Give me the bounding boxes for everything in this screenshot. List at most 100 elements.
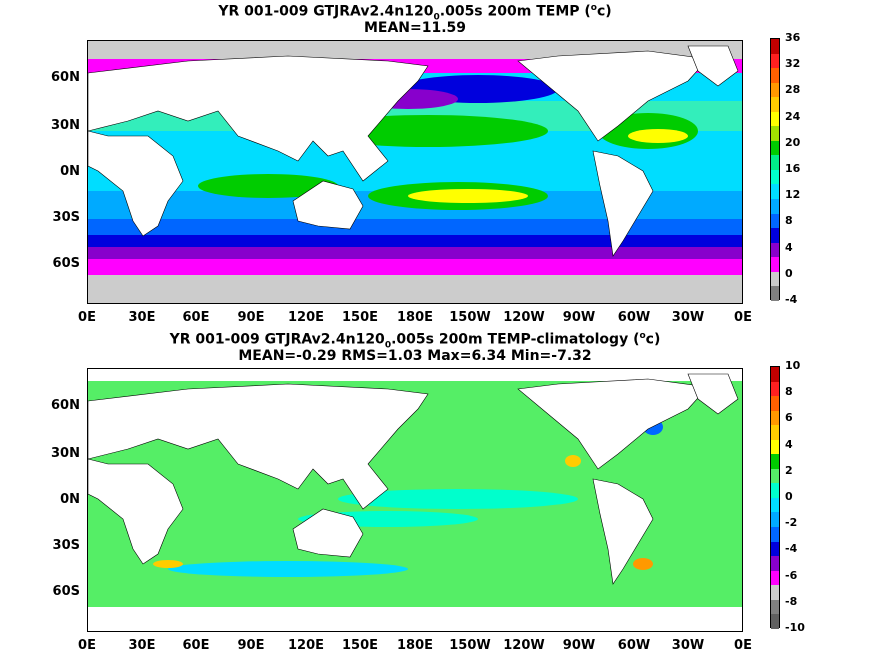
australia-landmass — [292, 180, 364, 230]
colorbar-swatch — [771, 169, 779, 185]
bottom-panel: YR 001-009 GTJRAv2.4n1200.005s 200m TEMP… — [0, 328, 875, 656]
bottom-map-svg — [88, 369, 742, 631]
colorbar-label: 2 — [785, 463, 793, 477]
colorbar-swatch — [771, 126, 779, 141]
bottom-title-end: c) — [645, 331, 661, 348]
bottom-colorbar — [770, 366, 780, 629]
colorbar-swatch — [771, 155, 779, 170]
top-lat-60n: 60N — [51, 70, 80, 85]
colorbar-label: 6 — [785, 411, 793, 425]
top-title-end: c) — [596, 3, 612, 20]
top-lat-30n: 30N — [51, 118, 80, 133]
colorbar-swatch — [771, 381, 779, 397]
colorbar-swatch — [771, 213, 779, 229]
colorbar-swatch — [771, 140, 779, 156]
bottom-lat-60n: 60N — [51, 398, 80, 413]
bottom-lat-30n: 30N — [51, 446, 80, 461]
top-title-text: YR 001-009 GTJRAv2.4n120 — [218, 3, 434, 20]
bottom-lon-0e-end: 0E — [734, 638, 752, 653]
bottom-lat-0n: 0N — [60, 492, 80, 507]
top-title: YR 001-009 GTJRAv2.4n1200.005s 200m TEMP… — [0, 0, 830, 25]
bottom-lon-90w: 90W — [562, 638, 596, 653]
colorbar-swatch — [771, 39, 779, 54]
colorbar-label: -4 — [785, 293, 798, 306]
top-lon-120e: 120E — [287, 310, 325, 325]
top-lon-90e: 90E — [237, 310, 265, 325]
top-lon-150e: 150E — [341, 310, 379, 325]
colorbar-swatch — [771, 483, 779, 498]
bottom-lat-60s: 60S — [52, 584, 80, 599]
colorbar-swatch — [771, 271, 779, 287]
top-lon-0e-end: 0E — [734, 310, 752, 325]
colorbar-label: 8 — [785, 385, 793, 399]
south-america-landmass — [592, 478, 654, 585]
top-title-sup: o — [590, 3, 597, 13]
gulf-warm — [565, 455, 581, 467]
colorbar-label: 4 — [785, 437, 793, 451]
colorbar-swatch — [771, 82, 779, 98]
top-lat-30s: 30S — [52, 210, 80, 225]
top-panel: YR 001-009 GTJRAv2.4n1200.005s 200m TEMP… — [0, 0, 830, 325]
top-lon-30w: 30W — [671, 310, 705, 325]
bottom-lon-90e: 90E — [237, 638, 265, 653]
north-america-landmass — [517, 50, 709, 142]
north-atlantic-hot — [628, 129, 688, 143]
colorbar-swatch — [771, 599, 779, 615]
colorbar-label: 32 — [785, 57, 801, 71]
colorbar-swatch — [771, 53, 779, 69]
colorbar-swatch — [771, 367, 779, 382]
colorbar-label: -6 — [785, 568, 798, 582]
colorbar-label: 24 — [785, 109, 801, 123]
band-arctic — [88, 41, 742, 59]
colorbar-swatch — [771, 512, 779, 528]
colorbar-swatch — [771, 286, 779, 301]
bottom-lon-150e: 150E — [341, 638, 379, 653]
colorbar-label: 0 — [785, 266, 793, 280]
colorbar-swatch — [771, 410, 779, 426]
colorbar-swatch — [771, 97, 779, 112]
south-pacific-hot — [408, 189, 528, 203]
colorbar-swatch — [771, 468, 779, 484]
colorbar-label: 0 — [785, 490, 793, 503]
colorbar-swatch — [771, 396, 779, 411]
bottom-lon-120w: 120W — [503, 638, 545, 653]
colorbar-swatch — [771, 556, 779, 571]
arctic-mask — [88, 369, 742, 381]
top-map-svg — [88, 41, 742, 303]
band-south-cold — [88, 219, 742, 235]
colorbar-swatch — [771, 228, 779, 243]
colorbar-label: 12 — [785, 188, 801, 202]
indian-warm — [198, 174, 338, 198]
top-lon-90w: 90W — [562, 310, 596, 325]
colorbar-label: 20 — [785, 135, 801, 149]
colorbar-swatch — [771, 184, 779, 200]
brazil-warm — [633, 558, 653, 570]
colorbar-label: -10 — [785, 621, 805, 634]
bottom-title-text: YR 001-009 GTJRAv2.4n120 — [169, 331, 385, 348]
band-south-colder — [88, 235, 742, 247]
colorbar-swatch — [771, 585, 779, 600]
colorbar-label: -2 — [785, 516, 798, 530]
top-subtitle: MEAN=11.59 — [363, 20, 467, 36]
south-america-landmass — [592, 150, 654, 257]
australia-landmass — [292, 508, 364, 558]
agulhas-warm — [153, 560, 183, 568]
colorbar-swatch — [771, 199, 779, 214]
bottom-lon-180e: 180E — [396, 638, 434, 653]
top-lat-0n: 0N — [60, 164, 80, 179]
eurasia-landmass — [88, 55, 429, 182]
colorbar-swatch — [771, 614, 779, 629]
colorbar-label: 36 — [785, 31, 801, 44]
bottom-lon-60e: 60E — [182, 638, 210, 653]
bottom-lon-60w: 60W — [617, 638, 651, 653]
bottom-lon-0e: 0E — [78, 638, 96, 653]
colorbar-label: 16 — [785, 162, 801, 175]
bottom-map — [87, 368, 743, 632]
band-antarctic — [88, 275, 742, 303]
colorbar-swatch — [771, 68, 779, 83]
top-title-sub: 0 — [433, 12, 440, 23]
top-lon-60e: 60E — [182, 310, 210, 325]
colorbar-label: 28 — [785, 83, 801, 97]
top-lon-120w: 120W — [503, 310, 545, 325]
colorbar-swatch — [771, 111, 779, 127]
